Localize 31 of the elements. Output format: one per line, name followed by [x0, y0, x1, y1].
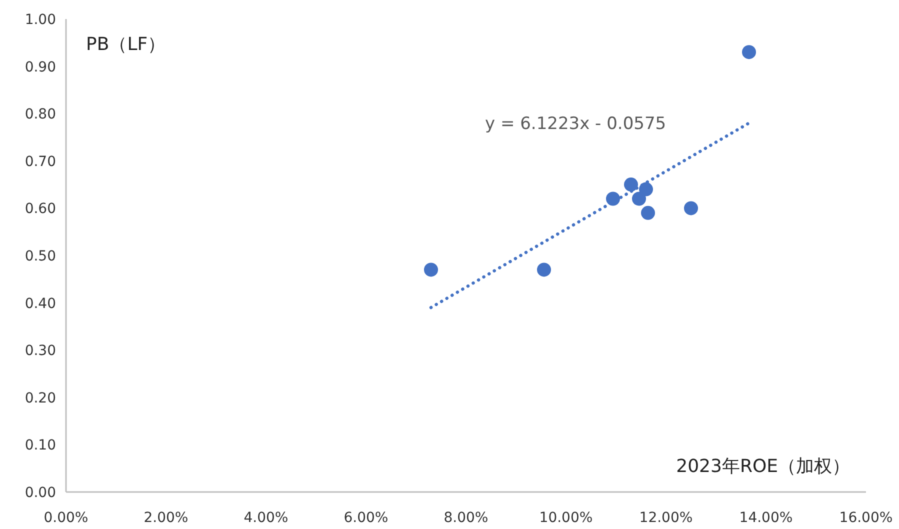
x-tick-label: 14.00%: [739, 510, 793, 526]
x-tick-label: 12.00%: [639, 510, 693, 526]
point: [639, 182, 653, 196]
point: [624, 178, 638, 192]
point: [742, 45, 756, 60]
y-tick-label: 0.50: [24, 248, 56, 264]
y-tick-label: 0.20: [24, 390, 56, 406]
y-tick-label: 0.70: [24, 154, 56, 170]
point: [424, 262, 438, 277]
x-axis-title: 2023年ROE（加权）: [676, 456, 850, 477]
point: [537, 262, 551, 277]
x-tick-label: 6.00%: [344, 510, 388, 526]
y-tick-label: 1.00: [24, 12, 56, 28]
x-tick-label: 16.00%: [839, 510, 893, 526]
y-tick-label: 0.60: [24, 201, 56, 218]
annotation: y = 6.1223x - 0.0575: [485, 114, 666, 134]
point: [641, 206, 655, 220]
x-tick-label: 2.00%: [144, 510, 188, 526]
y-tick-label: 0.00: [24, 485, 56, 501]
x-tick-label: 4.00%: [244, 510, 288, 526]
point: [684, 201, 698, 216]
x-tick-label: 8.00%: [444, 510, 488, 526]
x-tick-label: 10.00%: [539, 510, 593, 526]
x-tick-label: 0.00%: [44, 510, 88, 526]
y-tick-label: 0.90: [24, 59, 56, 76]
y-tick-label: 0.10: [24, 438, 56, 454]
point: [632, 192, 646, 206]
y-axis-title: PB（LF）: [86, 34, 166, 55]
y-tick-label: 0.80: [24, 106, 56, 123]
y-tick-label: 0.30: [24, 343, 56, 360]
y-tick-label: 0.40: [24, 296, 56, 312]
